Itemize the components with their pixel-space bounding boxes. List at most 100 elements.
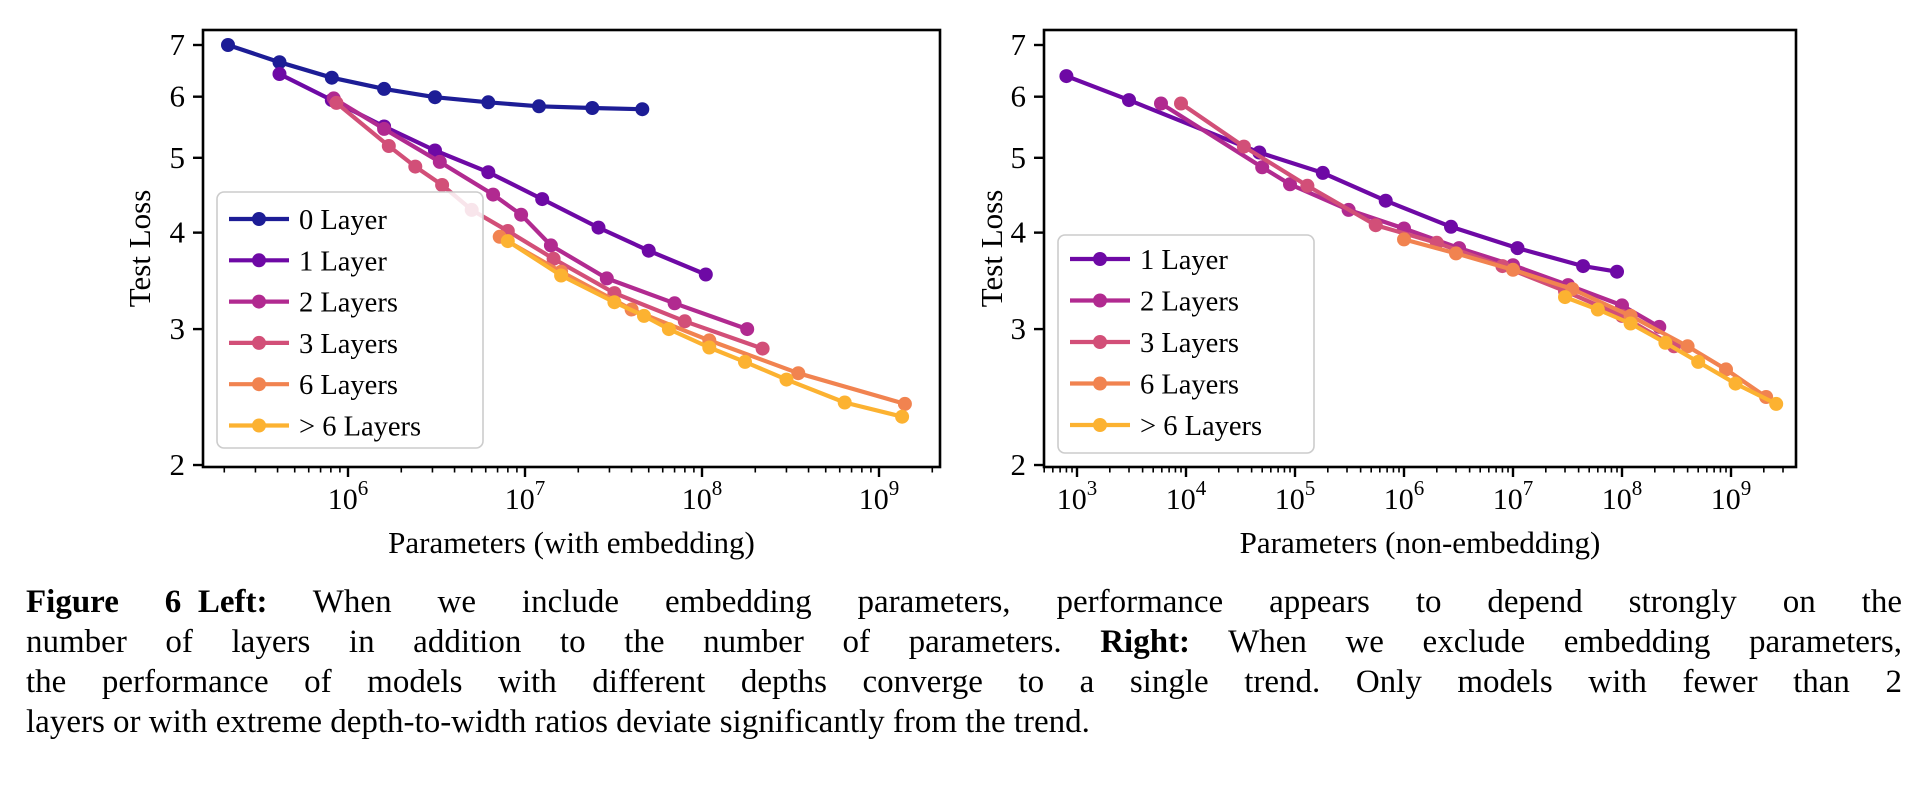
data-point: [1397, 232, 1411, 247]
data-point: [702, 340, 717, 355]
y-tick-label: 7: [170, 27, 186, 62]
legend-entry-3-layers: 3 Layers: [229, 329, 398, 360]
legend-marker-icon: [1093, 252, 1107, 266]
data-point: [1315, 165, 1330, 180]
x-axis: 103 104 105 106 107 108 109: [1043, 467, 1784, 516]
data-point: [1719, 362, 1733, 377]
data-point: [1378, 193, 1393, 208]
series-6-layers: [1397, 232, 1774, 404]
legend-entry-1-layer: 1 Layer: [1070, 245, 1228, 276]
series-6-layers: [1558, 290, 1784, 411]
data-point: [641, 243, 656, 258]
y-tick-label: 6: [1011, 79, 1027, 114]
y-axis: 7 6 5 4 3 2: [170, 27, 203, 482]
x-tick-label: 108: [682, 476, 723, 516]
y-tick-label: 4: [1011, 215, 1027, 250]
data-point: [1506, 262, 1520, 277]
y-tick-label: 3: [1011, 311, 1027, 346]
caption-line: number of layers in addition to the numb…: [26, 622, 1902, 662]
figure-caption: Figure 6 Left: When we include embedding…: [26, 582, 1902, 742]
legend-entry-6-layers: 6 Layers: [1070, 370, 1239, 401]
data-point: [755, 341, 770, 356]
y-tick-label: 5: [170, 140, 186, 175]
series-line: [505, 239, 905, 419]
caption-bold-text: Left:: [197, 584, 268, 620]
data-point: [791, 366, 806, 381]
legend-label: 2 Layers: [299, 288, 398, 319]
data-point: [1510, 241, 1525, 256]
x-axis-label: Parameters (with embedding): [388, 525, 755, 560]
series-line: [1401, 237, 1769, 400]
data-point: [1059, 69, 1074, 84]
data-point: [381, 139, 396, 153]
data-point: [1658, 335, 1673, 350]
legend-label: 3 Layers: [299, 329, 398, 360]
legend-label: 1 Layer: [1140, 245, 1228, 276]
data-point: [272, 55, 287, 70]
data-point: [698, 267, 713, 282]
data-point: [740, 322, 755, 337]
legend-entry-0-layer: 0 Layer: [229, 205, 387, 236]
data-point: [667, 296, 682, 311]
data-point: [837, 395, 852, 410]
caption-line: Figure 6 Left: When we include embedding…: [26, 582, 1902, 622]
series-2-layers: [326, 91, 755, 337]
plots-row: 106 107 108 109 Parameters (with embedding) 7…: [122, 27, 1798, 560]
data-point: [329, 95, 344, 110]
legend: 0 Layer 1 Layer 2 Layers 3 Layers 6 Layers > …: [216, 191, 484, 449]
left-chart: 106 107 108 109 Parameters (with embedding) 7…: [122, 27, 942, 560]
data-point: [432, 154, 447, 169]
y-tick-label: 3: [170, 311, 186, 346]
data-point: [1444, 219, 1458, 234]
data-point: [535, 192, 550, 207]
data-point: [221, 38, 235, 52]
x-tick-label: 106: [1384, 476, 1425, 516]
x-axis: 106 107 108 109: [223, 467, 934, 516]
caption-text: the performance of models with different…: [26, 664, 1902, 700]
legend-entry-6-layers: > 6 Layers: [229, 412, 421, 443]
data-point: [1283, 177, 1297, 192]
data-point: [1122, 93, 1136, 108]
data-point: [377, 81, 392, 96]
data-point: [1623, 316, 1638, 331]
right-chart: 103 104 105 106 107 108 109 Parameters (non-emb…: [974, 27, 1798, 560]
caption-line: layers or with extreme depth-to-width ra…: [26, 702, 1902, 742]
caption-text: When we include embedding parameters, pe…: [267, 584, 1902, 620]
data-point: [1255, 160, 1270, 175]
data-point: [591, 220, 606, 235]
data-point: [897, 396, 912, 411]
y-axis-label: Test Loss: [122, 190, 157, 308]
data-point: [481, 165, 496, 180]
series-layer-group: [1059, 69, 1784, 411]
x-tick-label: 109: [1711, 476, 1752, 516]
legend-marker-icon: [252, 253, 266, 268]
series-6-layers: [500, 234, 910, 424]
legend-entry-3-layers: 3 Layers: [1070, 328, 1239, 359]
legend-marker-icon: [1093, 335, 1107, 349]
legend-label: 1 Layer: [299, 246, 387, 277]
data-point: [1728, 376, 1743, 391]
x-tick-label: 108: [1602, 476, 1643, 516]
caption-text: layers or with extreme depth-to-width ra…: [26, 704, 1090, 740]
data-point: [481, 95, 496, 110]
data-point: [1680, 339, 1695, 354]
x-tick-label: 106: [328, 476, 369, 516]
legend-label: > 6 Layers: [299, 412, 421, 443]
data-point: [661, 322, 676, 337]
data-point: [1236, 139, 1251, 154]
data-point: [635, 102, 650, 117]
x-tick-label: 105: [1275, 476, 1316, 516]
y-tick-label: 4: [170, 215, 186, 250]
x-tick-label: 107: [1493, 476, 1534, 516]
legend-marker-icon: [252, 294, 266, 309]
legend-entry-1-layer: 1 Layer: [229, 246, 387, 277]
caption-line: the performance of models with different…: [26, 662, 1902, 702]
data-point: [1449, 246, 1463, 261]
y-tick-label: 7: [1011, 27, 1027, 62]
plot-border: [1042, 28, 1798, 469]
data-point: [738, 354, 752, 369]
y-tick-label: 2: [170, 447, 186, 482]
legend-marker-icon: [1093, 293, 1107, 308]
data-point: [637, 308, 651, 323]
